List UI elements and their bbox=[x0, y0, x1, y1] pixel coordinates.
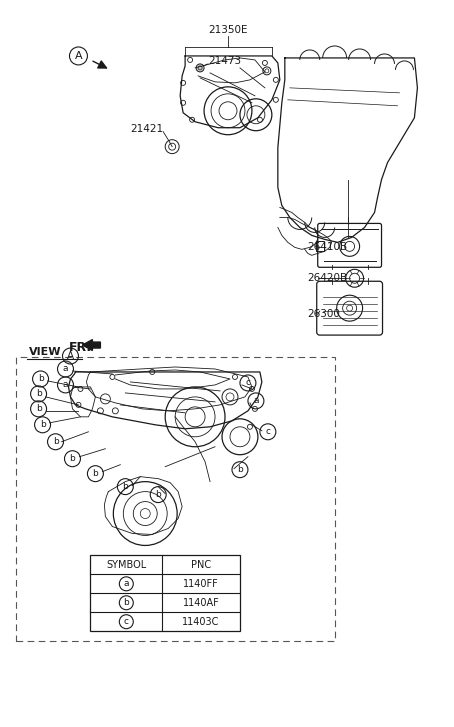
Text: a: a bbox=[63, 364, 68, 374]
Text: 26420B: 26420B bbox=[307, 273, 348, 284]
Text: b: b bbox=[237, 465, 243, 474]
Text: PNC: PNC bbox=[191, 560, 211, 570]
Text: 1140FF: 1140FF bbox=[183, 579, 219, 589]
Text: c: c bbox=[124, 617, 129, 626]
Text: 21350E: 21350E bbox=[208, 25, 248, 35]
Text: b: b bbox=[69, 454, 75, 463]
Text: 21473: 21473 bbox=[208, 56, 241, 66]
Text: c: c bbox=[246, 379, 251, 387]
Text: b: b bbox=[38, 374, 44, 383]
Text: b: b bbox=[39, 420, 45, 430]
Text: 26410B: 26410B bbox=[307, 242, 348, 252]
Text: b: b bbox=[36, 390, 41, 398]
Text: a: a bbox=[123, 579, 129, 588]
Circle shape bbox=[196, 64, 204, 72]
Text: 1140AF: 1140AF bbox=[183, 598, 219, 608]
Text: b: b bbox=[53, 437, 59, 446]
Text: A: A bbox=[67, 351, 74, 361]
FancyArrow shape bbox=[83, 340, 100, 350]
Text: A: A bbox=[74, 51, 82, 61]
Text: b: b bbox=[155, 490, 161, 499]
Bar bbox=[316, 241, 324, 252]
Text: a: a bbox=[63, 380, 68, 390]
Text: a: a bbox=[253, 396, 259, 406]
Text: 11403C: 11403C bbox=[183, 616, 220, 627]
Bar bbox=[15, 357, 335, 641]
Text: c: c bbox=[266, 427, 271, 436]
Text: 21421: 21421 bbox=[130, 124, 163, 134]
Text: 26300: 26300 bbox=[307, 309, 340, 319]
Bar bbox=[90, 555, 240, 631]
Text: b: b bbox=[123, 598, 129, 607]
Text: SYMBOL: SYMBOL bbox=[106, 560, 147, 570]
Text: VIEW: VIEW bbox=[29, 347, 61, 357]
Text: b: b bbox=[93, 469, 98, 478]
Text: b: b bbox=[36, 404, 41, 414]
Text: FR.: FR. bbox=[69, 340, 92, 353]
Text: b: b bbox=[123, 482, 128, 491]
